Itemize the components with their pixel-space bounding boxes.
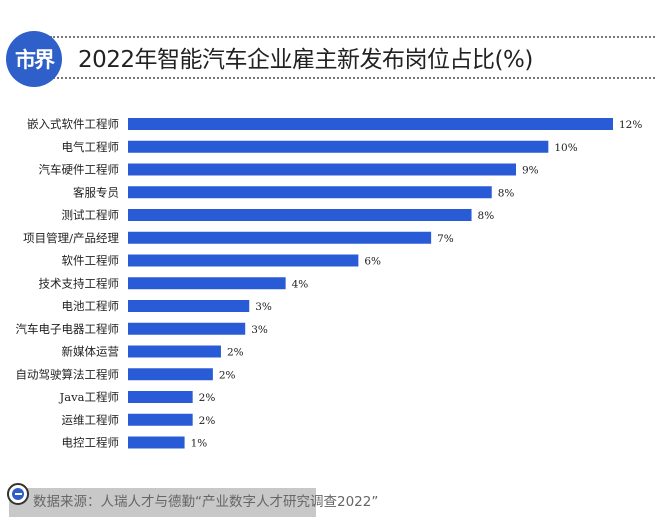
bar <box>128 140 549 153</box>
data-label: 1% <box>191 438 208 450</box>
data-label: 2% <box>227 347 244 359</box>
data-label: 2% <box>199 392 216 404</box>
source-note: 数据来源：人瑞人才与德勤“产业数字人才研究调查2022” <box>9 488 378 517</box>
data-label: 4% <box>292 278 309 290</box>
category-label: 嵌入式软件工程师 <box>27 117 119 131</box>
category-label: 电气工程师 <box>62 140 120 154</box>
category-label: 技术支持工程师 <box>39 276 120 290</box>
category-label: 电池工程师 <box>62 299 120 313</box>
divider <box>50 77 655 79</box>
category-label: 新媒体运营 <box>62 345 120 359</box>
data-label: 2% <box>199 415 216 427</box>
data-label: 6% <box>364 256 381 268</box>
bar <box>128 118 613 130</box>
bar <box>128 368 213 381</box>
data-label: 12% <box>619 119 642 131</box>
bar <box>128 277 286 290</box>
category-label: 测试工程师 <box>62 208 120 222</box>
chart-title: 2022年智能汽车企业雇主新发布岗位占比(%) <box>78 47 533 73</box>
category-label: Java工程师 <box>59 390 119 404</box>
data-label: 2% <box>219 369 236 381</box>
data-label: 10% <box>554 142 577 154</box>
category-label: 客服专员 <box>73 185 119 199</box>
data-label: 8% <box>498 187 515 199</box>
data-label: 3% <box>251 324 268 336</box>
category-label: 汽车电子电器工程师 <box>16 322 120 336</box>
bar <box>128 163 516 176</box>
category-label: 软件工程师 <box>62 254 120 268</box>
bar <box>128 391 193 403</box>
bar <box>128 186 492 199</box>
category-label: 自动驾驶算法工程师 <box>16 367 120 381</box>
minus-circle-icon <box>7 483 29 505</box>
data-label: 9% <box>522 165 539 177</box>
bar <box>128 300 250 312</box>
category-label: 运维工程师 <box>62 413 120 427</box>
logo: 市界 <box>6 31 62 87</box>
bar-chart: 嵌入式软件工程师 12% 电气工程师 10% 汽车硬件工程师 9% 客服专员 8% 测试工程师 8… <box>16 117 643 450</box>
bar <box>128 254 359 267</box>
category-label: 汽车硬件工程师 <box>39 163 120 177</box>
bar <box>128 345 221 358</box>
data-label: 7% <box>437 233 454 245</box>
bar <box>128 322 246 335</box>
category-label: 项目管理/产品经理 <box>23 231 119 245</box>
data-label: 3% <box>255 301 272 313</box>
bar <box>128 209 472 221</box>
data-label: 8% <box>478 210 495 222</box>
bar <box>128 413 193 426</box>
divider <box>50 36 655 38</box>
category-label: 电控工程师 <box>62 436 120 450</box>
bar <box>128 436 185 449</box>
bar <box>128 231 432 244</box>
